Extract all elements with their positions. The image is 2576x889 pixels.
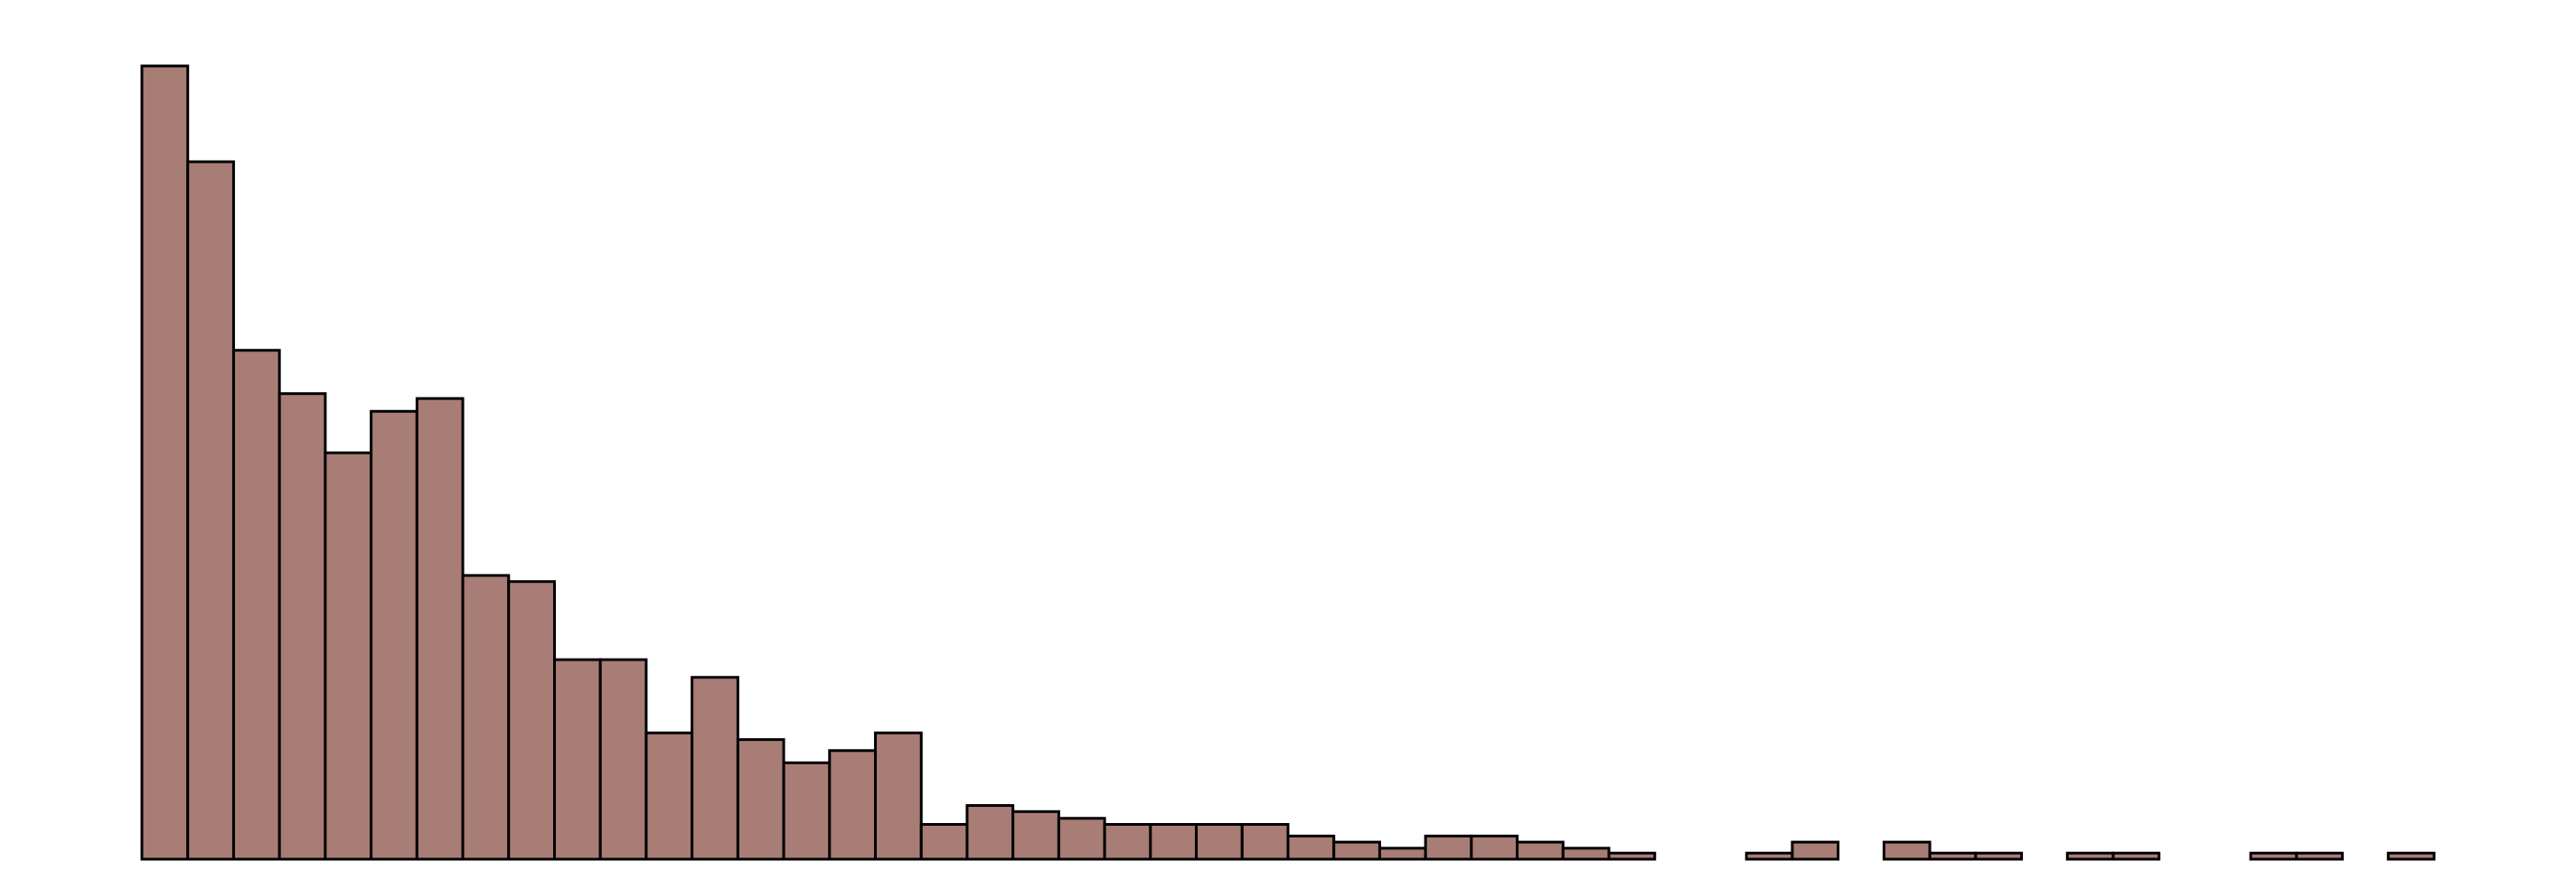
histogram-bar-6 (370, 409, 418, 861)
histogram-bar-15 (782, 761, 832, 861)
histogram-bars (140, 64, 2436, 861)
histogram-bar-14 (736, 738, 785, 861)
histogram-bar-13 (691, 676, 739, 861)
histogram-bar-2 (186, 160, 235, 861)
histogram-bar-25 (1240, 823, 1290, 861)
histogram-bar-29 (1424, 834, 1473, 861)
histogram-bar-33 (1607, 851, 1657, 861)
histogram-bar-16 (828, 749, 878, 861)
histogram-bar-30 (1470, 834, 1519, 861)
histogram-bar-10 (552, 658, 602, 861)
histogram-bar-40 (1928, 851, 1978, 861)
histogram-bar-41 (1974, 851, 2024, 861)
histogram-bar-48 (2295, 851, 2345, 861)
histogram-bar-1 (140, 64, 190, 861)
histogram-bar-26 (1286, 834, 1336, 861)
histogram-bar-28 (1377, 847, 1427, 861)
histogram-bar-43 (2065, 851, 2115, 861)
histogram-bar-36 (1744, 851, 1794, 861)
histogram-bar-4 (277, 392, 327, 861)
histogram-bar-9 (507, 580, 556, 861)
histogram-bar-7 (415, 397, 465, 861)
histogram-bar-3 (231, 349, 281, 861)
histogram-bar-50 (2386, 851, 2436, 861)
histogram-bar-32 (1561, 847, 1611, 861)
histogram-bar-24 (1195, 823, 1244, 861)
histogram-bar-18 (919, 823, 969, 861)
histogram-bar-8 (461, 574, 511, 861)
histogram-bar-31 (1516, 840, 1565, 861)
histogram-bar-17 (874, 731, 923, 861)
histogram-bar-23 (1149, 823, 1199, 861)
histogram-bar-27 (1332, 840, 1381, 861)
histogram-bar-19 (965, 804, 1015, 861)
histogram-bar-22 (1103, 823, 1152, 861)
histogram-bar-5 (324, 451, 373, 861)
histogram-bar-21 (1057, 817, 1106, 861)
histogram-bar-20 (1011, 809, 1060, 861)
histogram-bar-11 (598, 658, 648, 861)
histogram-bar-44 (2111, 851, 2161, 861)
histogram-bar-47 (2249, 851, 2299, 861)
histogram-bar-37 (1791, 840, 1840, 861)
histogram-bar-12 (644, 731, 694, 861)
histogram-bar-39 (1882, 840, 1932, 861)
